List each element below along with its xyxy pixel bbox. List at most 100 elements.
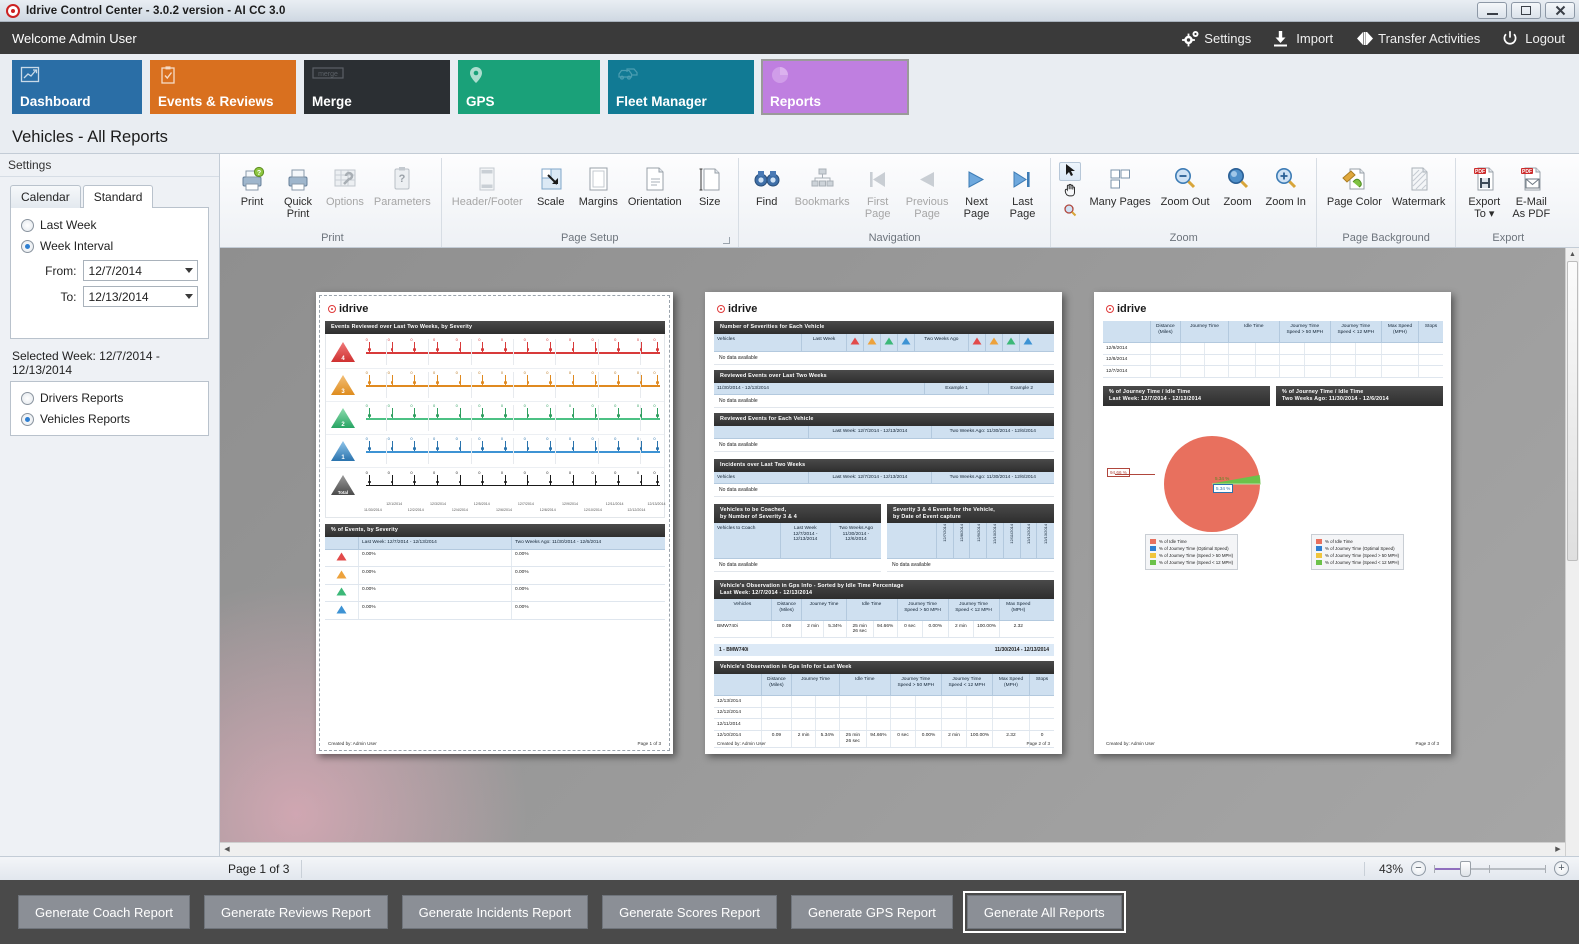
severity-badge-3: 3 — [330, 374, 356, 396]
dialog-launcher-icon[interactable] — [722, 237, 730, 244]
svg-text:?: ? — [257, 170, 261, 177]
first-page-button[interactable]: First Page — [856, 161, 900, 222]
pct-last: 0.00% — [359, 584, 512, 601]
chevron-down-icon — [185, 268, 193, 273]
magnifier-tool-button[interactable] — [1059, 202, 1081, 221]
next-page-button[interactable]: Next Page — [954, 161, 998, 222]
brand-text: idrive — [339, 303, 369, 315]
table-row: 0.00% 0.00% — [325, 567, 665, 585]
export-to-button[interactable]: PDF Export To ▾ — [1462, 161, 1506, 222]
logout-button[interactable]: Logout — [1502, 30, 1565, 47]
generate-all-reports-button[interactable]: Generate All Reports — [962, 891, 1126, 933]
generate-incidents-report-button[interactable]: Generate Incidents Report — [401, 895, 589, 929]
no-data-message: No data available — [714, 559, 881, 572]
scroll-right-arrow[interactable]: ▶ — [1555, 846, 1561, 853]
maximize-button[interactable] — [1511, 2, 1541, 19]
email-as-pdf-button[interactable]: PDF E-Mail As PDF — [1508, 161, 1554, 222]
severity-level-label: 2 — [341, 422, 345, 428]
find-button[interactable]: Find — [745, 161, 789, 211]
orientation-button[interactable]: Orientation — [624, 161, 686, 211]
report-page-1[interactable]: idrive Events Reviewed over Last Two Wee… — [316, 292, 673, 754]
report-pages: idrive Events Reviewed over Last Two Wee… — [220, 248, 1565, 754]
last-page-button[interactable]: Last Page — [1000, 161, 1044, 222]
clipboard-check-icon — [158, 66, 178, 88]
page-color-button[interactable]: Page Color — [1323, 161, 1386, 211]
cell-over50-time: 0 sec — [898, 621, 924, 637]
col-journey-time: Journey Time — [802, 599, 847, 620]
zoom-in-button-status[interactable]: + — [1554, 861, 1569, 876]
tab-standard[interactable]: Standard — [82, 185, 154, 208]
parameters-button[interactable]: ? Parameters — [370, 161, 435, 211]
previous-page-button[interactable]: Previous Page — [902, 161, 953, 222]
nav-tile-events-reviews[interactable]: Events & Reviews — [150, 60, 296, 114]
page-footer: Created by: Admin User Page 2 of 3 — [717, 741, 1050, 746]
ribbon-group-page-background: Page Color Watermark Page Background — [1317, 158, 1457, 247]
nav-tile-dashboard[interactable]: Dashboard — [12, 60, 142, 114]
print-button[interactable]: ? Print — [230, 161, 274, 211]
vertical-scroll-thumb[interactable] — [1567, 261, 1578, 561]
col-last-week: Last Week: 12/7/2014 - 12/13/2014 — [809, 471, 932, 483]
options-button[interactable]: Options — [322, 161, 368, 211]
table-row: 12/12/2014 — [714, 707, 1054, 719]
settings-sidebar: Settings Calendar Standard Last Week Wee… — [0, 153, 220, 856]
hand-tool-button[interactable] — [1059, 182, 1081, 201]
radio-week-interval[interactable]: Week Interval — [21, 239, 198, 253]
nav-tile-reports[interactable]: Reports — [761, 59, 909, 115]
cell-over50-pct: 0.00% — [923, 621, 949, 637]
zoom-slider[interactable] — [1434, 861, 1546, 877]
generate-reviews-report-button[interactable]: Generate Reviews Report — [204, 895, 388, 929]
zoom-in-button[interactable]: Zoom In — [1262, 161, 1310, 211]
close-button[interactable] — [1545, 2, 1575, 19]
size-button[interactable]: Size — [688, 161, 732, 211]
settings-button[interactable]: Settings — [1181, 30, 1251, 47]
zoom-out-button-status[interactable]: − — [1411, 861, 1426, 876]
watermark-button[interactable]: Watermark — [1388, 161, 1449, 211]
quick-print-button[interactable]: Quick Print — [276, 161, 320, 222]
nav-tile-label: Fleet Manager — [616, 94, 707, 109]
margins-button[interactable]: Margins — [575, 161, 622, 211]
slider-thumb[interactable] — [1460, 861, 1471, 877]
footer-page-number: Page 2 of 3 — [1026, 741, 1051, 746]
report-page-3[interactable]: idrive Distance (Miles) Journey Time Idl… — [1094, 292, 1451, 754]
horizontal-scrollbar[interactable]: ◀ ▶ — [220, 842, 1565, 856]
nav-tile-merge[interactable]: merge Merge — [304, 60, 450, 114]
col-distance: Distance (Miles) — [772, 599, 803, 620]
tab-calendar[interactable]: Calendar — [10, 185, 81, 208]
bookmarks-label: Bookmarks — [794, 196, 850, 208]
pointer-tool-button[interactable] — [1059, 162, 1082, 181]
minimize-button[interactable] — [1477, 2, 1507, 19]
scale-button[interactable]: Scale — [529, 161, 573, 211]
export-to-label: Export To ▾ — [1468, 196, 1501, 220]
import-button[interactable]: Import — [1273, 30, 1333, 47]
from-date-combo[interactable]: 12/7/2014 — [82, 260, 198, 281]
nav-tile-fleet-manager[interactable]: Fleet Manager — [608, 60, 754, 114]
nav-tile-gps[interactable]: GPS — [458, 60, 600, 114]
cell-max-speed: 2.32 — [1013, 623, 1023, 629]
zoom-out-button[interactable]: Zoom Out — [1157, 161, 1214, 211]
scroll-up-arrow[interactable]: ▲ — [1569, 251, 1576, 258]
report-page-2[interactable]: idrive Number of Severities for Each Veh… — [705, 292, 1062, 754]
map-pin-icon — [466, 67, 486, 88]
generate-gps-report-button[interactable]: Generate GPS Report — [791, 895, 953, 929]
document-preview[interactable]: idrive Events Reviewed over Last Two Wee… — [220, 248, 1579, 856]
pie-chart-titles: % of Journey Time / Idle Time Last Week:… — [1103, 385, 1443, 406]
to-date-combo[interactable]: 12/13/2014 — [82, 286, 198, 307]
legend-swatch — [1316, 552, 1322, 558]
transfer-activities-button[interactable]: Transfer Activities — [1355, 30, 1480, 47]
legend-item: % of Journey Time (Speed < 12 MPH) — [1150, 559, 1233, 566]
bookmarks-button[interactable]: Bookmarks — [791, 161, 854, 211]
table-header-row: Vehicles to Coach Last Week 12/7/2014 - … — [714, 523, 881, 559]
scroll-left-arrow[interactable]: ◀ — [224, 846, 230, 853]
many-pages-button[interactable]: Many Pages — [1085, 161, 1154, 211]
generate-scores-report-button[interactable]: Generate Scores Report — [602, 895, 777, 929]
vertical-scrollbar[interactable]: ▲ — [1565, 248, 1579, 856]
header-footer-button[interactable]: Header/Footer — [448, 161, 527, 211]
radio-vehicles-reports[interactable]: Vehicles Reports — [21, 412, 198, 426]
generate-coach-report-button[interactable]: Generate Coach Report — [18, 895, 191, 929]
page-footer: Created by: Admin User Page 1 of 3 — [328, 741, 661, 746]
zoom-button[interactable]: Zoom — [1216, 161, 1260, 211]
radio-drivers-reports[interactable]: Drivers Reports — [21, 391, 198, 405]
col-date: 12/11/2014 — [1008, 524, 1014, 544]
settings-label: Settings — [1204, 30, 1252, 46]
radio-last-week[interactable]: Last Week — [21, 218, 198, 232]
